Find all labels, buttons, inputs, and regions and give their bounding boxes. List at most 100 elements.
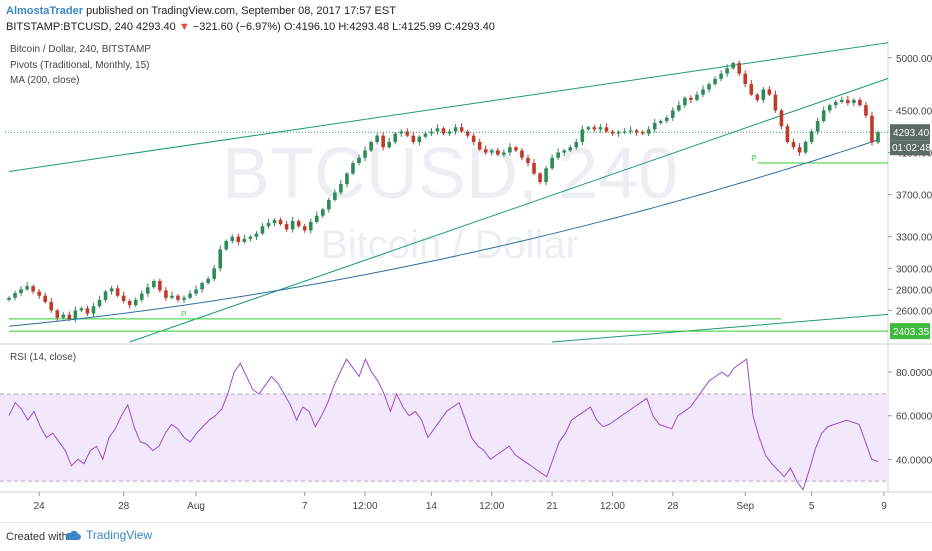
candle-body bbox=[248, 236, 253, 239]
candle-body bbox=[333, 192, 337, 200]
candle-body bbox=[423, 133, 428, 137]
chart-canvas[interactable]: BTCUSD, 240 Bitcoin / Dollar 2600.00 2800.0… bbox=[0, 40, 932, 522]
candle-body bbox=[314, 215, 319, 222]
candle-body bbox=[363, 150, 367, 158]
candle-body bbox=[224, 240, 229, 250]
time-tick-label: 12:00 bbox=[353, 501, 378, 512]
created-with-label: Created with bbox=[6, 531, 68, 543]
candle-body bbox=[628, 130, 633, 132]
candle-body bbox=[652, 123, 657, 130]
rsi-tick-label: 80.0000 bbox=[896, 368, 932, 379]
candle-body bbox=[278, 219, 283, 225]
candle-body bbox=[25, 286, 29, 290]
candle-body bbox=[514, 147, 518, 151]
candle-body bbox=[37, 291, 41, 296]
candle-body bbox=[103, 291, 108, 300]
candle-body bbox=[85, 308, 90, 314]
time-tick-label: 12:00 bbox=[600, 501, 625, 512]
pivot-marker: P bbox=[181, 310, 186, 319]
candle-body bbox=[109, 288, 114, 292]
candle-body bbox=[49, 302, 54, 311]
candle-body bbox=[236, 236, 241, 242]
candle-body bbox=[586, 127, 591, 130]
candle-body bbox=[870, 115, 874, 143]
down-arrow-icon: ▼ bbox=[178, 21, 190, 33]
ma-200-line bbox=[8, 139, 879, 327]
candle-body bbox=[345, 173, 349, 185]
price-tick-label: 3700.00 bbox=[896, 191, 932, 202]
price-tick-label: 2600.00 bbox=[896, 306, 932, 317]
candle-body bbox=[206, 278, 210, 284]
candle-body bbox=[375, 135, 379, 142]
candle-body bbox=[13, 293, 17, 298]
time-tick-label: 28 bbox=[667, 501, 679, 512]
indicator-legend: MA (200, close) bbox=[10, 75, 79, 86]
candle-body bbox=[127, 300, 132, 306]
candle-body bbox=[284, 224, 289, 230]
price-tick-label: 2800.00 bbox=[896, 285, 932, 296]
candle-body bbox=[562, 150, 566, 153]
candle-body bbox=[158, 280, 162, 291]
candle-body bbox=[821, 110, 826, 121]
candle-body bbox=[19, 289, 23, 294]
candle-body bbox=[707, 84, 711, 90]
candle-body bbox=[453, 127, 458, 132]
candle-body bbox=[417, 136, 422, 142]
candle-body bbox=[339, 184, 343, 193]
rsi-line bbox=[8, 357, 879, 491]
rsi-title: RSI (14, close) bbox=[10, 352, 76, 363]
candle-body bbox=[616, 132, 621, 134]
candle-body bbox=[755, 94, 760, 100]
candle-body bbox=[188, 293, 192, 298]
candle-body bbox=[833, 102, 838, 106]
candle-body bbox=[858, 99, 862, 106]
candle-body bbox=[803, 142, 808, 153]
price-tick-label: 5000.00 bbox=[896, 54, 932, 65]
candle-body bbox=[815, 120, 820, 132]
candle-body bbox=[671, 110, 675, 118]
candle-body bbox=[176, 295, 180, 300]
candle-body bbox=[683, 97, 687, 106]
time-tick-label: 5 bbox=[809, 501, 815, 512]
chart-title: Bitcoin / Dollar, 240, BITSTAMP bbox=[10, 44, 151, 55]
candle-body bbox=[622, 131, 627, 133]
author-link[interactable]: AlmostaTrader bbox=[6, 5, 84, 17]
candle-body bbox=[152, 280, 156, 288]
candle-body bbox=[598, 127, 603, 130]
candle-body bbox=[465, 131, 470, 136]
candle-body bbox=[502, 152, 506, 155]
candle-body bbox=[556, 152, 560, 158]
last-price-label: 4293.40 bbox=[893, 128, 930, 139]
candle-body bbox=[864, 105, 868, 116]
candle-body bbox=[538, 173, 542, 182]
candle-body bbox=[121, 295, 126, 301]
candle-body bbox=[357, 157, 361, 164]
time-tick-label: 24 bbox=[34, 501, 46, 512]
candle-body bbox=[381, 135, 385, 148]
tradingview-brand[interactable]: TradingView bbox=[64, 528, 152, 542]
candle-body bbox=[677, 105, 681, 111]
candle-body bbox=[260, 226, 265, 234]
candle-body bbox=[809, 131, 814, 142]
time-tick-label: Aug bbox=[187, 501, 205, 512]
candle-body bbox=[200, 283, 204, 290]
candle-body bbox=[773, 94, 778, 111]
candle-body bbox=[115, 288, 120, 296]
candle-body bbox=[290, 220, 295, 230]
candle-body bbox=[604, 127, 609, 132]
candle-body bbox=[634, 130, 639, 133]
candle-body bbox=[441, 128, 446, 134]
time-tick-label: Sep bbox=[736, 501, 754, 512]
candle-body bbox=[182, 297, 186, 300]
pivot-price-tag bbox=[890, 323, 930, 340]
candle-body bbox=[646, 129, 651, 134]
time-tick-label: 21 bbox=[547, 501, 559, 512]
candle-body bbox=[508, 147, 512, 153]
candle-body bbox=[496, 150, 500, 155]
cloud-icon bbox=[65, 530, 81, 540]
footer: Created with TradingView bbox=[0, 522, 932, 551]
candle-body bbox=[327, 199, 331, 210]
candle-body bbox=[846, 99, 850, 104]
candle-body bbox=[827, 105, 832, 111]
channel-upper-line bbox=[8, 42, 888, 172]
